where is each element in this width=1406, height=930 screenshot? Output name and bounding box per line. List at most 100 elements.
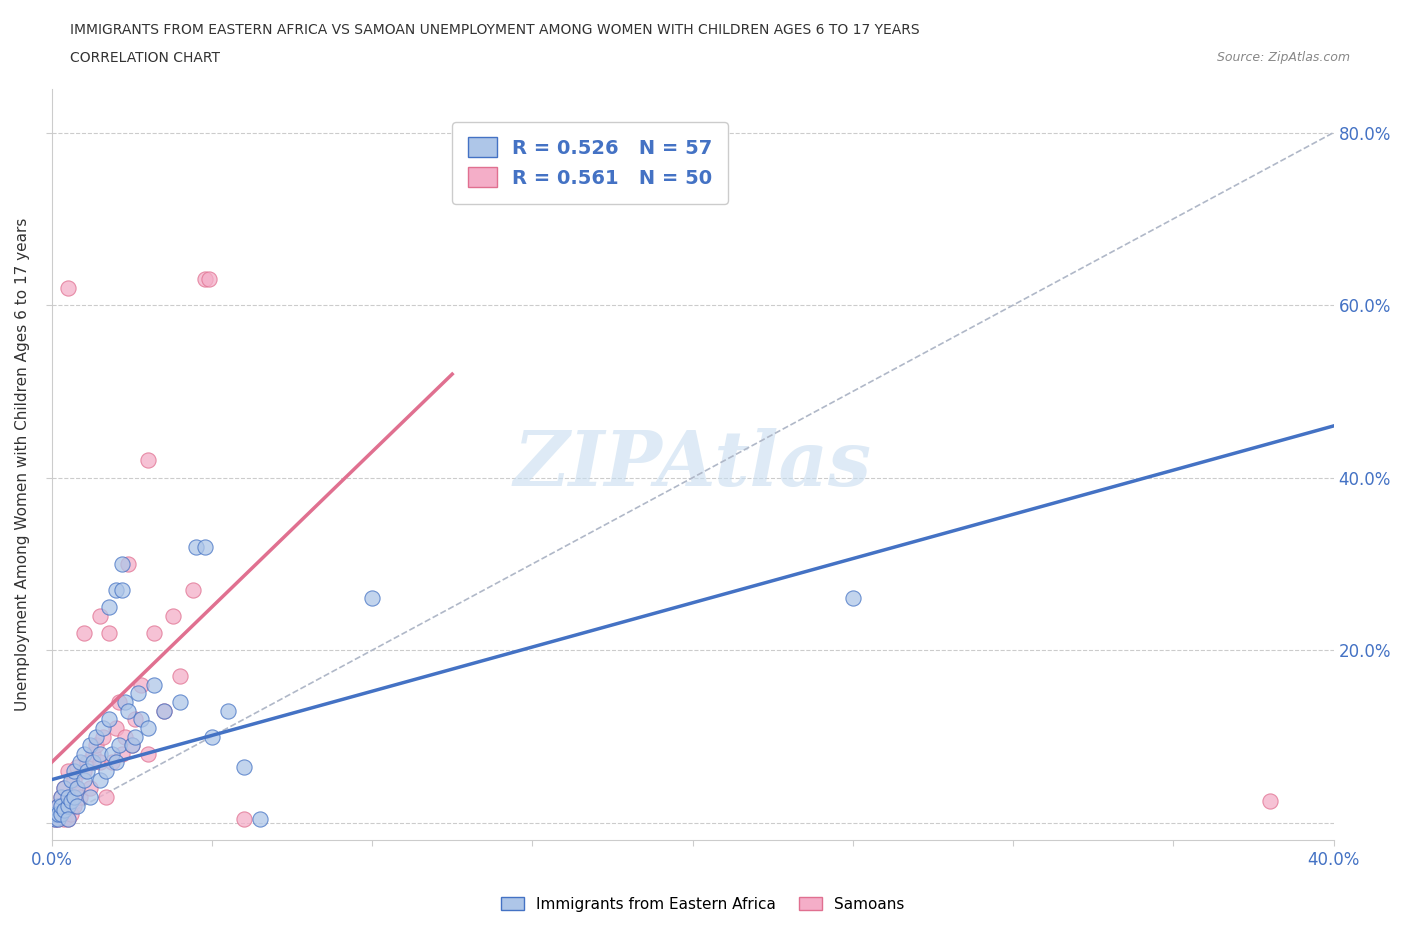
Point	[232, 759, 254, 774]
Point	[108, 695, 131, 710]
Point	[86, 737, 108, 752]
Point	[249, 811, 271, 826]
Point	[49, 806, 72, 821]
Point	[72, 747, 94, 762]
Point	[121, 737, 143, 752]
Point	[129, 677, 152, 692]
Point	[117, 556, 139, 571]
Point	[89, 747, 111, 762]
Point	[124, 729, 146, 744]
Point	[129, 711, 152, 726]
Point	[1258, 794, 1281, 809]
Text: Source: ZipAtlas.com: Source: ZipAtlas.com	[1216, 51, 1350, 64]
Point	[82, 755, 104, 770]
Point	[101, 755, 124, 770]
Point	[91, 729, 114, 744]
Point	[89, 772, 111, 787]
Point	[56, 764, 79, 778]
Point	[49, 790, 72, 804]
Point	[56, 281, 79, 296]
Point	[66, 759, 89, 774]
Point	[76, 755, 98, 770]
Point	[184, 539, 207, 554]
Point	[169, 695, 191, 710]
Point	[53, 781, 76, 796]
Point	[201, 729, 224, 744]
Point	[361, 591, 384, 606]
Point	[104, 755, 127, 770]
Point	[152, 703, 174, 718]
Point	[162, 608, 184, 623]
Point	[44, 811, 66, 826]
Point	[56, 811, 79, 826]
Point	[53, 803, 76, 817]
Point	[44, 806, 66, 821]
Point	[44, 811, 66, 826]
Text: CORRELATION CHART: CORRELATION CHART	[70, 51, 221, 65]
Point	[101, 747, 124, 762]
Point	[46, 811, 69, 826]
Point	[72, 772, 94, 787]
Point	[53, 811, 76, 826]
Point	[136, 747, 159, 762]
Point	[194, 539, 217, 554]
Point	[79, 781, 101, 796]
Point	[89, 608, 111, 623]
Point	[59, 772, 82, 787]
Point	[59, 794, 82, 809]
Point	[82, 747, 104, 762]
Point	[89, 755, 111, 770]
Point	[111, 582, 134, 597]
Point	[66, 798, 89, 813]
Point	[79, 737, 101, 752]
Point	[72, 626, 94, 641]
Point	[49, 790, 72, 804]
Point	[72, 764, 94, 778]
Point	[66, 781, 89, 796]
Point	[108, 737, 131, 752]
Point	[111, 747, 134, 762]
Point	[124, 711, 146, 726]
Legend: R = 0.526   N = 57, R = 0.561   N = 50: R = 0.526 N = 57, R = 0.561 N = 50	[451, 122, 728, 204]
Point	[44, 806, 66, 821]
Point	[181, 582, 204, 597]
Point	[104, 582, 127, 597]
Point	[86, 729, 108, 744]
Point	[114, 695, 136, 710]
Point	[197, 272, 219, 286]
Point	[56, 790, 79, 804]
Point	[143, 626, 166, 641]
Point	[63, 798, 86, 813]
Point	[91, 721, 114, 736]
Point	[76, 764, 98, 778]
Point	[63, 764, 86, 778]
Point	[217, 703, 239, 718]
Point	[98, 600, 121, 615]
Point	[136, 721, 159, 736]
Point	[169, 669, 191, 684]
Point	[66, 781, 89, 796]
Point	[63, 772, 86, 787]
Point	[98, 626, 121, 641]
Point	[136, 453, 159, 468]
Point	[49, 798, 72, 813]
Point	[152, 703, 174, 718]
Point	[46, 798, 69, 813]
Point	[117, 703, 139, 718]
Point	[127, 686, 149, 701]
Point	[114, 729, 136, 744]
Point	[98, 711, 121, 726]
Point	[59, 806, 82, 821]
Point	[121, 737, 143, 752]
Point	[94, 764, 117, 778]
Text: IMMIGRANTS FROM EASTERN AFRICA VS SAMOAN UNEMPLOYMENT AMONG WOMEN WITH CHILDREN : IMMIGRANTS FROM EASTERN AFRICA VS SAMOAN…	[70, 23, 920, 37]
Point	[232, 811, 254, 826]
Point	[56, 798, 79, 813]
Point	[194, 272, 217, 286]
Point	[53, 781, 76, 796]
Point	[49, 806, 72, 821]
Point	[111, 556, 134, 571]
Point	[104, 721, 127, 736]
Point	[94, 790, 117, 804]
Y-axis label: Unemployment Among Women with Children Ages 6 to 17 years: Unemployment Among Women with Children A…	[15, 218, 30, 711]
